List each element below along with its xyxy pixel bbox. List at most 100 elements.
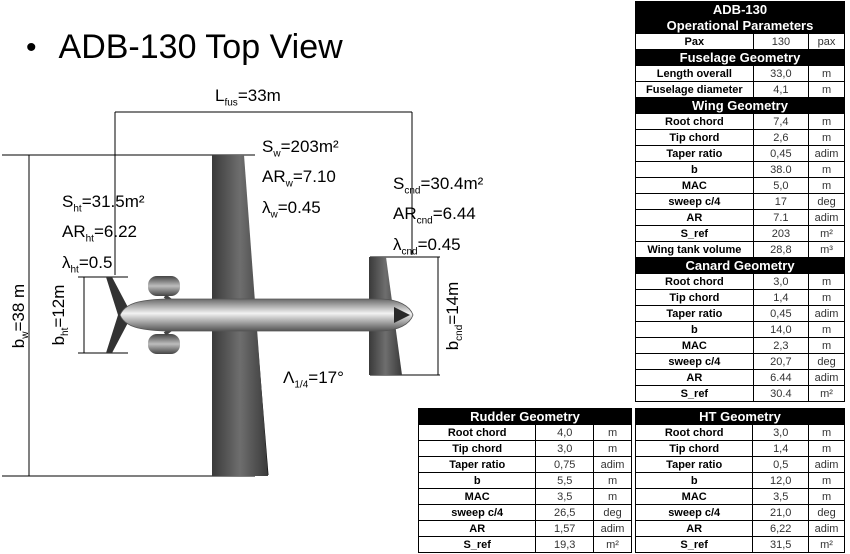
table-row: AR 7.1 adim bbox=[635, 209, 845, 226]
table-cell-unit: deg bbox=[593, 504, 632, 521]
table-cell-value: 26,5 bbox=[535, 504, 595, 521]
ht-params-label: Sht=31.5m² ARht=6.22 λht=0.5 bbox=[62, 192, 145, 276]
table-cell-value: 20,7 bbox=[752, 353, 810, 370]
table-cell-label: S_ref bbox=[635, 225, 754, 242]
canard-params-label: Scnd=30.4m² ARcnd=6.44 λcnd=0.45 bbox=[393, 174, 484, 258]
table-cell-label: MAC bbox=[635, 177, 754, 194]
table-cell-unit: m bbox=[808, 65, 845, 82]
table-cell-value: 7,4 bbox=[752, 113, 810, 130]
table-cell-label: S_ref bbox=[634, 536, 754, 553]
ops-subtitle: Operational Parameters bbox=[635, 17, 845, 34]
table-cell-unit: adim bbox=[808, 209, 845, 226]
table-cell-value: 28,8 bbox=[752, 241, 810, 258]
table-cell-value: 130 bbox=[752, 33, 810, 50]
table-cell-unit: m bbox=[808, 81, 845, 98]
table-row: MAC 3,5 m bbox=[417, 488, 632, 505]
wing-params-label: Sw=203m² ARw=7.10 λw=0.45 bbox=[262, 137, 339, 221]
fuselage-length-label: Lfus=33m bbox=[215, 86, 281, 109]
sweep-angle-label: Λ1/4=17° bbox=[283, 368, 344, 391]
ops-title: ADB-130 bbox=[635, 1, 845, 18]
table-cell-unit: adim bbox=[808, 369, 845, 386]
table-row: MAC 2,3 m bbox=[635, 337, 845, 354]
slide-title-text: ADB-130 Top View bbox=[58, 28, 343, 66]
table-cell-value: 0,5 bbox=[752, 456, 810, 473]
table-cell-value: 19,3 bbox=[535, 536, 595, 553]
table-cell-unit: m² bbox=[808, 225, 845, 242]
canard-span-label: bcnd=14m bbox=[442, 281, 466, 351]
table-cell-unit: m bbox=[593, 472, 632, 489]
table-cell-value: 4,1 bbox=[752, 81, 810, 98]
table-cell-label: Tip chord bbox=[634, 440, 754, 457]
table-cell-value: 3,0 bbox=[752, 273, 810, 290]
table-row: AR 6.44 adim bbox=[635, 369, 845, 386]
table-cell-label: AR bbox=[635, 209, 754, 226]
table-cell-label: AR bbox=[635, 369, 754, 386]
table-cell-label: Taper ratio bbox=[635, 145, 754, 162]
table-cell-value: 7.1 bbox=[752, 209, 810, 226]
table-cell-value: 1,4 bbox=[752, 289, 810, 306]
table-cell-label: MAC bbox=[634, 488, 754, 505]
rudder-geometry-table: Rudder Geometry Root chord 4,0 m Tip chord… bbox=[417, 408, 632, 553]
table-cell-value: 31,5 bbox=[752, 536, 810, 553]
table-cell-label: Length overall bbox=[635, 65, 754, 82]
table-row: Length overall 33,0 m bbox=[635, 65, 845, 82]
table-cell-value: 3,5 bbox=[752, 488, 810, 505]
table-cell-value: 2,6 bbox=[752, 129, 810, 146]
table-cell-unit: deg bbox=[808, 353, 845, 370]
table-cell-label: MAC bbox=[417, 488, 537, 505]
table-cell-label: Tip chord bbox=[417, 440, 537, 457]
table-row: Tip chord 2,6 m bbox=[635, 129, 845, 146]
table-cell-unit: m² bbox=[593, 536, 632, 553]
table-cell-unit: m bbox=[593, 488, 632, 505]
table-row: Taper ratio 0,45 adim bbox=[635, 145, 845, 162]
table-cell-value: 3,0 bbox=[752, 424, 810, 441]
table-row: b 38.0 m bbox=[635, 161, 845, 178]
table-row: b 14,0 m bbox=[635, 321, 845, 338]
table-row: Root chord 3,0 m bbox=[635, 273, 845, 290]
table-cell-unit: m bbox=[808, 161, 845, 178]
bullet-icon: • bbox=[26, 30, 37, 64]
ht-geometry-table: HT Geometry Root chord 3,0 m Tip chord 1,4 m… bbox=[634, 408, 845, 553]
table-cell-label: b bbox=[417, 472, 537, 489]
table-cell-value: 1,57 bbox=[535, 520, 595, 537]
fuselage bbox=[119, 298, 414, 332]
table-cell-label: MAC bbox=[635, 337, 754, 354]
table-cell-unit: m bbox=[808, 488, 845, 505]
table-cell-unit: m bbox=[808, 177, 845, 194]
table-row: S_ref 203 m² bbox=[635, 225, 845, 242]
table-row: b 12,0 m bbox=[634, 472, 845, 489]
table-cell-unit: adim bbox=[808, 456, 845, 473]
table-cell-value: 5,5 bbox=[535, 472, 595, 489]
table-cell-unit: m³ bbox=[808, 241, 845, 258]
table-cell-unit: adim bbox=[593, 456, 632, 473]
table-row: Fuselage diameter 4,1 m bbox=[635, 81, 845, 98]
table-cell-value: 6,22 bbox=[752, 520, 810, 537]
table-cell-label: Root chord bbox=[417, 424, 537, 441]
table-cell-label: b bbox=[635, 161, 754, 178]
table-cell-label: sweep c/4 bbox=[417, 504, 537, 521]
table-cell-unit: adim bbox=[808, 305, 845, 322]
operational-parameters-table: ADB-130 Operational Parameters Pax 130 pax… bbox=[635, 1, 845, 402]
table-row: sweep c/4 21,0 deg bbox=[634, 504, 845, 521]
table-cell-label: Pax bbox=[635, 33, 754, 50]
table-row: Pax 130 pax bbox=[635, 33, 845, 50]
table-cell-unit: m² bbox=[808, 385, 845, 402]
table-cell-label: Root chord bbox=[634, 424, 754, 441]
table-cell-value: 4,0 bbox=[535, 424, 595, 441]
table-cell-label: S_ref bbox=[417, 536, 537, 553]
table-cell-label: Taper ratio bbox=[634, 456, 754, 473]
table-cell-label: Taper ratio bbox=[635, 305, 754, 322]
table-row: Wing tank volume 28,8 m³ bbox=[635, 241, 845, 258]
fuselage-section-header: Fuselage Geometry bbox=[635, 49, 845, 66]
table-cell-unit: m bbox=[593, 440, 632, 457]
table-cell-unit: m bbox=[593, 424, 632, 441]
table-cell-label: Taper ratio bbox=[417, 456, 537, 473]
table-row: MAC 3,5 m bbox=[634, 488, 845, 505]
table-cell-value: 6.44 bbox=[752, 369, 810, 386]
table-cell-unit: m² bbox=[808, 536, 845, 553]
table-row: S_ref 19,3 m² bbox=[417, 536, 632, 553]
table-cell-value: 33,0 bbox=[752, 65, 810, 82]
table-row: sweep c/4 20,7 deg bbox=[635, 353, 845, 370]
table-cell-label: Tip chord bbox=[635, 289, 754, 306]
